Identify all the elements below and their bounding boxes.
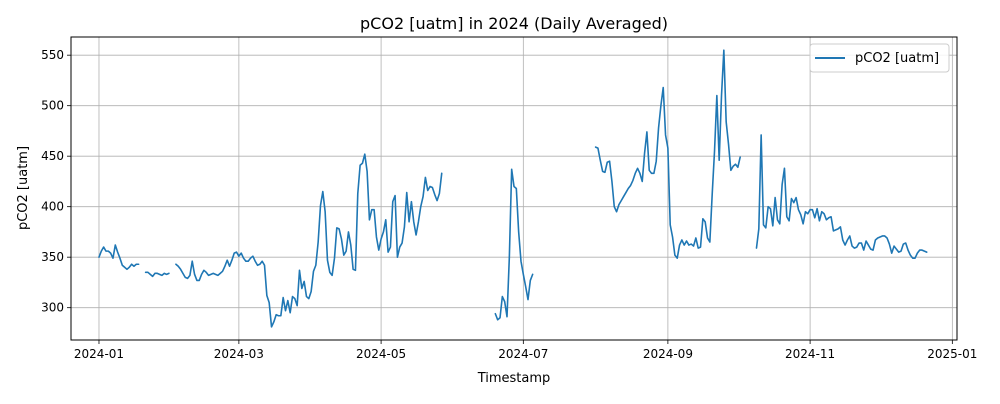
plot-frame — [70, 36, 958, 341]
series-line-segment — [755, 134, 928, 259]
series-line-segment — [98, 244, 140, 271]
series-layer — [98, 49, 928, 328]
x-tick-label: 2024-05 — [356, 347, 406, 361]
y-axis: 300 350 400 450 500 550 — [41, 48, 71, 315]
x-tick-label: 2024-11 — [785, 347, 835, 361]
legend-box — [809, 43, 950, 73]
x-tick-label: 2025-01 — [927, 347, 977, 361]
y-tick-label: 300 — [41, 301, 64, 315]
y-tick-label: 450 — [41, 149, 64, 163]
x-tick-label: 2024-01 — [74, 347, 124, 361]
x-axis-label: Timestamp — [477, 371, 551, 386]
x-axis: 2024-01 2024-03 2024-05 2024-07 2024-09 2024-… — [74, 340, 977, 361]
x-tick-label: 2024-07 — [498, 347, 548, 361]
y-axis-label: pCO2 [uatm] — [16, 146, 31, 230]
y-tick-label: 350 — [41, 250, 64, 264]
y-tick-label: 500 — [41, 99, 64, 113]
series-line-segment — [175, 153, 443, 328]
legend: pCO2 [uatm] — [809, 43, 950, 73]
series-line-segment — [494, 168, 534, 321]
grid-lines — [71, 37, 957, 340]
chart-title: pCO2 [uatm] in 2024 (Daily Averaged) — [360, 14, 668, 33]
x-tick-label: 2024-03 — [214, 347, 264, 361]
series-line-segment — [594, 49, 741, 259]
y-tick-label: 400 — [41, 200, 64, 214]
y-tick-label: 550 — [41, 48, 64, 62]
legend-label: pCO2 [uatm] — [855, 51, 939, 66]
series-line-segment — [144, 271, 170, 278]
x-tick-label: 2024-09 — [643, 347, 693, 361]
